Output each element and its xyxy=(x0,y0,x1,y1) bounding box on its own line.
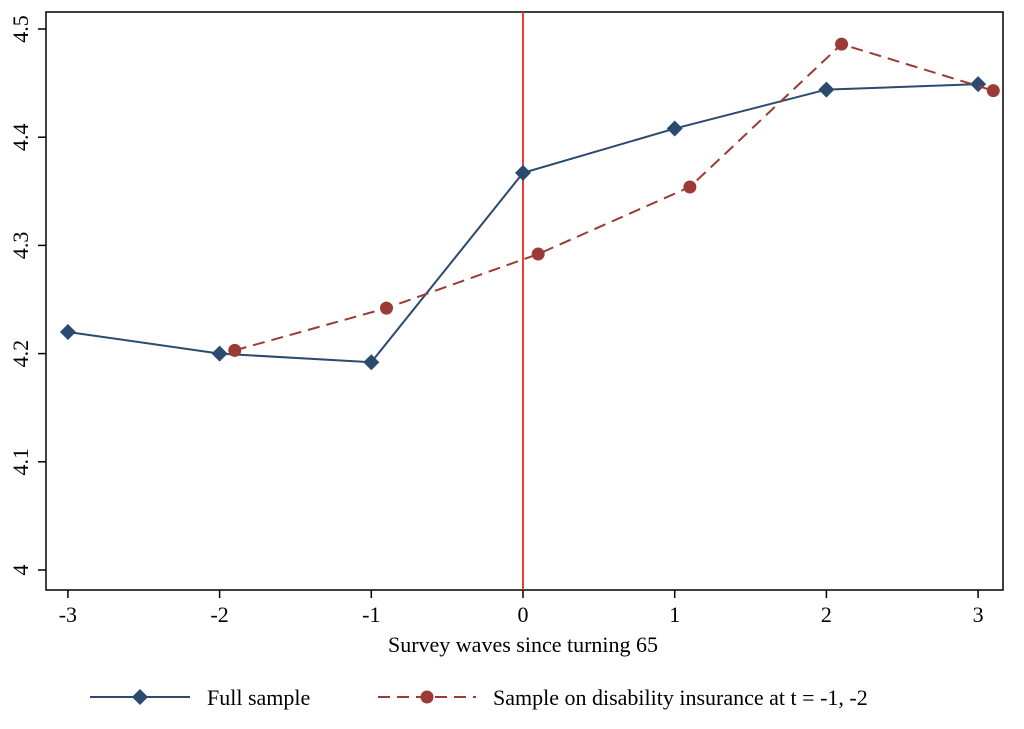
data-point-circle xyxy=(228,343,242,357)
y-tick-label: 4.3 xyxy=(8,232,33,260)
y-tick-label: 4.2 xyxy=(8,340,33,368)
data-point-circle xyxy=(835,37,849,51)
plot-frame xyxy=(45,11,1004,591)
y-tick-label: 4.5 xyxy=(8,15,33,43)
series-2 xyxy=(228,37,1000,357)
y-axis: 4 4.1 4.2 4.3 4.4 4.5 xyxy=(8,15,46,576)
data-point-circle xyxy=(379,301,393,315)
legend-item: Full sample xyxy=(90,685,310,710)
legend-label: Full sample xyxy=(207,685,310,710)
data-point-diamond xyxy=(666,120,683,137)
x-tick-label: -2 xyxy=(210,602,228,627)
legend-marker-diamond xyxy=(132,689,148,705)
legend: Full sample Sample on disability insuranc… xyxy=(90,685,868,710)
data-point-circle xyxy=(531,247,545,261)
x-tick-label: 0 xyxy=(518,602,529,627)
series-1 xyxy=(59,76,987,371)
y-tick-label: 4.4 xyxy=(8,123,33,151)
series-line xyxy=(234,43,994,352)
data-point-diamond xyxy=(818,81,835,98)
data-point-diamond xyxy=(211,345,228,362)
x-tick-label: 1 xyxy=(669,602,680,627)
legend-label: Sample on disability insurance at t = -1… xyxy=(493,685,868,710)
x-tick-label: -1 xyxy=(362,602,380,627)
plot-border xyxy=(45,11,1004,591)
legend-item: Sample on disability insurance at t = -1… xyxy=(378,685,868,710)
data-point-diamond xyxy=(970,76,987,93)
data-point-circle xyxy=(986,84,1000,98)
x-tick-label: 2 xyxy=(821,602,832,627)
data-point-diamond xyxy=(363,354,380,371)
x-axis-title: Survey waves since turning 65 xyxy=(388,632,658,657)
x-axis: -3 -2 -1 0 1 2 3 xyxy=(59,590,984,627)
x-tick-label: 3 xyxy=(973,602,984,627)
data-point-circle xyxy=(683,180,697,194)
data-point-diamond xyxy=(59,323,76,340)
y-tick-label: 4.1 xyxy=(8,448,33,476)
y-tick-label: 4 xyxy=(8,565,33,576)
x-tick-label: -3 xyxy=(59,602,77,627)
series-layer xyxy=(59,37,1000,371)
data-point-diamond xyxy=(515,164,531,181)
legend-marker-circle xyxy=(420,690,434,704)
